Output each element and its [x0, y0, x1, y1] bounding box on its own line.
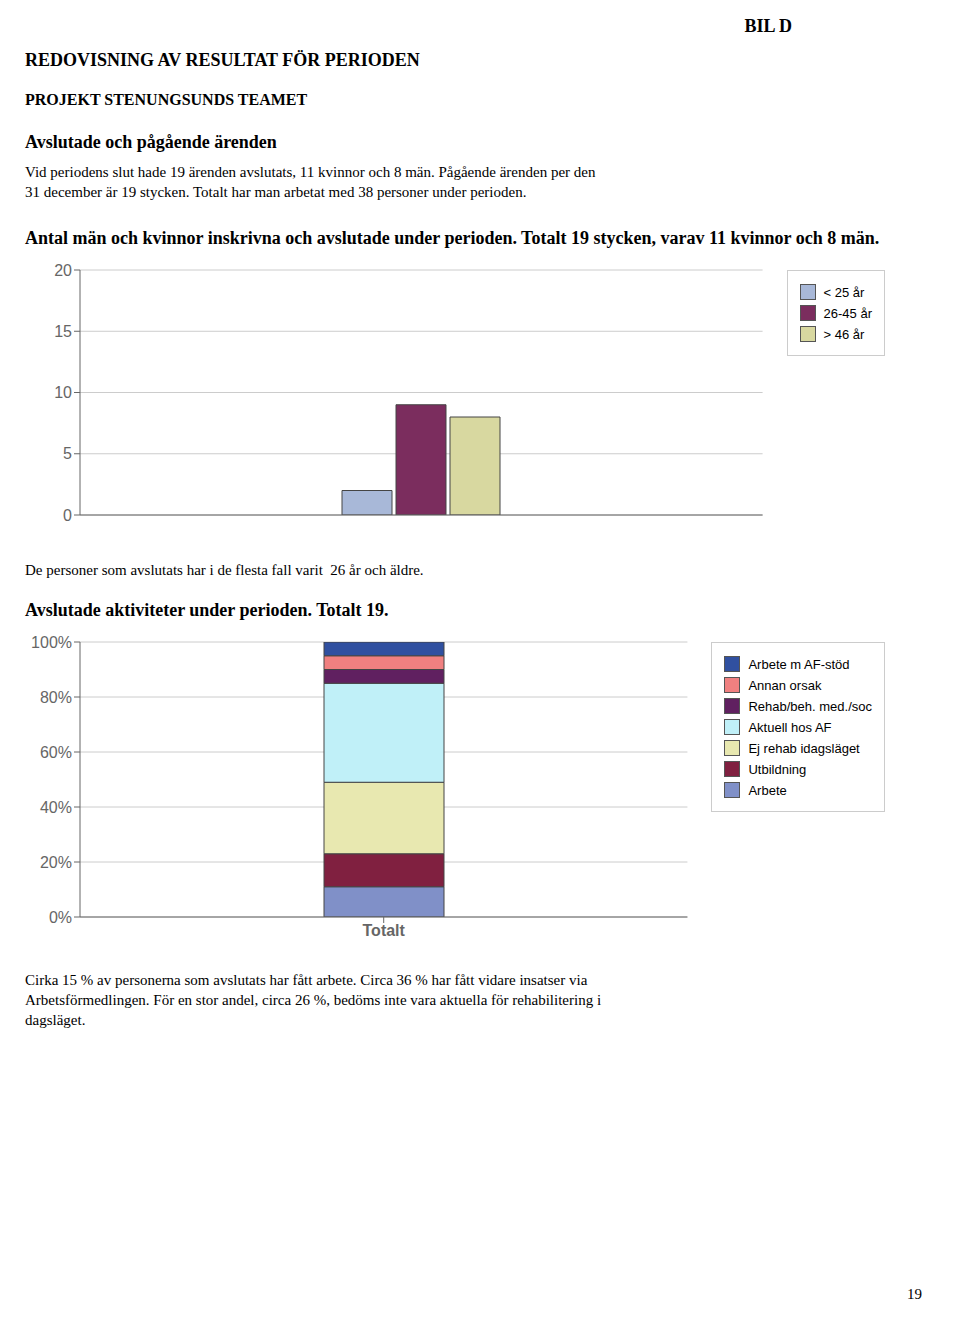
- svg-text:80%: 80%: [40, 689, 72, 706]
- html-text:Arbete m AF-stöd: Arbete m AF-stöd: [748, 656, 850, 672]
- html-text:> 46 år: > 46 år: [823, 326, 865, 342]
- html-text:Arbete: Arbete: [748, 782, 787, 798]
- html-text:PROJEKT STENUNGSUNDS TEAMET: PROJEKT STENUNGSUNDS TEAMET: [25, 91, 308, 108]
- html-text:< 25 år: < 25 år: [823, 284, 865, 300]
- html-text:Cirka 15 % av personerna som a: Cirka 15 % av personerna som avslutats h…: [25, 972, 588, 988]
- svg-text:5: 5: [63, 445, 72, 462]
- svg-text:Totalt: Totalt: [363, 922, 406, 939]
- html-text:31 december är 19 stycken. Tot: 31 december är 19 stycken. Totalt har ma…: [25, 184, 527, 200]
- html-text:Avslutade aktiviteter under pe: Avslutade aktiviteter under perioden. To…: [25, 600, 389, 620]
- svg-text:20%: 20%: [40, 854, 72, 871]
- html-text:BIL D: BIL D: [744, 16, 792, 36]
- svg-text:0: 0: [63, 507, 72, 524]
- svg-text:15: 15: [54, 323, 72, 340]
- html-text:26-45 år: 26-45 år: [823, 305, 872, 321]
- html-text:De personer som avslutats har: De personer som avslutats har i de flest…: [25, 562, 424, 578]
- html-text:REDOVISNING AV RESULTAT FÖR PE: REDOVISNING AV RESULTAT FÖR PERIODEN: [25, 50, 420, 70]
- html-text:19: 19: [907, 1286, 922, 1302]
- svg-text:20: 20: [54, 262, 72, 279]
- svg-text:100%: 100%: [31, 634, 72, 651]
- svg-text:60%: 60%: [40, 744, 72, 761]
- html-text:Antal män och kvinnor inskrivn: Antal män och kvinnor inskrivna och avsl…: [25, 228, 880, 248]
- html-text:Ej rehab idagsläget: Ej rehab idagsläget: [748, 740, 860, 756]
- html-text:Utbildning: Utbildning: [748, 761, 807, 777]
- svg-text:0%: 0%: [49, 909, 72, 926]
- html-text:Aktuell hos AF: Aktuell hos AF: [748, 719, 832, 735]
- html-text:Arbetsförmedlingen. För en sto: Arbetsförmedlingen. För en stor andel, c…: [25, 992, 602, 1008]
- html-text:Annan orsak: Annan orsak: [748, 677, 822, 693]
- html-text:Avslutade och pågående ärenden: Avslutade och pågående ärenden: [25, 132, 277, 152]
- svg-text:10: 10: [54, 384, 72, 401]
- svg-text:40%: 40%: [40, 799, 72, 816]
- html-text:Rehab/beh. med./soc: Rehab/beh. med./soc: [748, 698, 872, 714]
- html-text:Vid periodens slut hade 19 äre: Vid periodens slut hade 19 ärenden avslu…: [25, 164, 596, 180]
- html-text:dagsläget.: dagsläget.: [25, 1012, 86, 1028]
